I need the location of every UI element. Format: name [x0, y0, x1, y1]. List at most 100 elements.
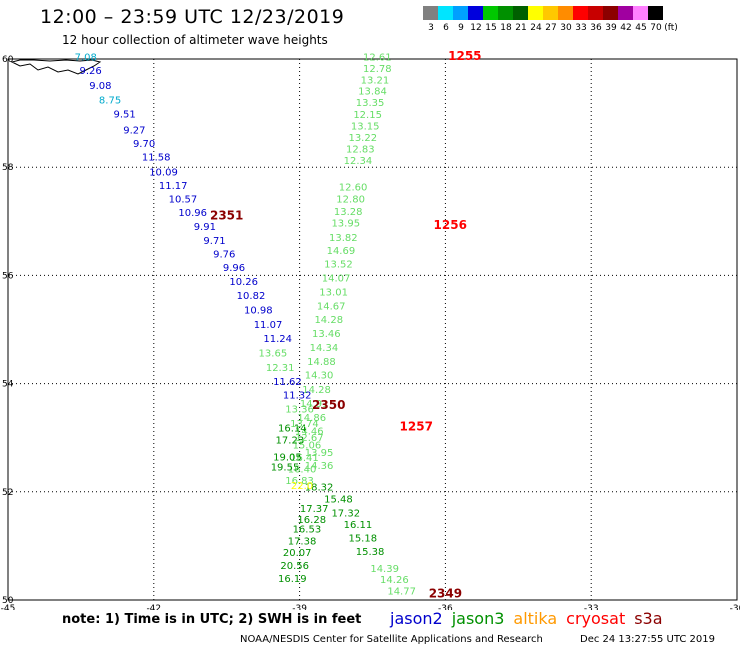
colorbar-label: 3 — [428, 23, 434, 33]
swh-value: 22.0 — [291, 481, 313, 492]
x-tick-label: -33 — [584, 604, 599, 610]
swh-value: 13.36 — [285, 404, 314, 415]
swh-value: 14.46 — [295, 426, 324, 437]
colorbar-label: 27 — [545, 23, 557, 33]
x-tick-label: -30 — [730, 604, 740, 610]
pass-time-label: 2349 — [429, 586, 462, 600]
swh-value: 14.39 — [370, 564, 399, 575]
colorbar-label: 24 — [530, 23, 542, 33]
y-tick-label: 56 — [2, 271, 14, 281]
colorbar-swatch — [528, 6, 543, 20]
swh-value: 13.35 — [356, 98, 385, 109]
swh-value: 9.96 — [223, 263, 245, 274]
colorbar-swatch — [498, 6, 513, 20]
swh-value: 12.67 — [295, 433, 324, 444]
swh-value: 12.61 — [363, 53, 392, 64]
swh-value: 12.34 — [344, 156, 373, 167]
swh-value: 11.32 — [283, 391, 312, 402]
swh-value: 14.07 — [322, 273, 351, 284]
x-tick-label: -45 — [1, 604, 16, 610]
swh-value: 17.38 — [288, 536, 317, 547]
colorbar-swatch — [438, 6, 453, 20]
swh-value: 12.60 — [339, 182, 368, 193]
colorbar-swatch — [468, 6, 483, 20]
colorbar-swatch — [453, 6, 468, 20]
swh-value: 15.06 — [293, 441, 322, 452]
satellite-jason3: jason3 — [451, 609, 505, 628]
colorbar-label: 33 — [575, 23, 587, 33]
wave-height-map: -45 -42 -39 -36 -33 -30 50 52 54 56 58 60 12.6112.78… — [1, 49, 740, 610]
swh-value: 11.58 — [142, 153, 171, 164]
y-tick-label: 50 — [2, 596, 14, 606]
swh-value: 16.28 — [297, 515, 326, 526]
footer-timestamp: Dec 24 13:27:55 UTC 2019 — [580, 634, 715, 645]
colorbar-swatch — [603, 6, 618, 20]
swh-value: 14.28 — [314, 315, 343, 326]
colorbar-swatch — [423, 6, 438, 20]
swh-value: 9.26 — [79, 66, 101, 77]
swh-value: 17.23 — [276, 436, 305, 447]
colorbar-label: 39 — [605, 23, 617, 33]
swh-value: 19.05 — [273, 452, 302, 463]
swh-value: 15.18 — [348, 534, 377, 545]
swh-value: 14.86 — [297, 413, 326, 424]
chart-title: 12:00 – 23:59 UTC 12/23/2019 — [40, 6, 345, 28]
swh-value: 14.26 — [380, 575, 409, 586]
y-tick-label: 58 — [2, 163, 14, 173]
colorbar-label: 15 — [485, 23, 497, 33]
pass-time-label: 1256 — [434, 218, 467, 232]
swh-value: 13.74 — [290, 419, 319, 430]
swh-value: 9.51 — [114, 109, 136, 120]
swh-value: 10.96 — [178, 208, 207, 219]
colorbar-label: 12 — [470, 23, 482, 33]
swh-value: 12.83 — [346, 145, 375, 156]
swh-value: 15.48 — [324, 495, 353, 506]
footer-credit: NOAA/NESDIS Center for Satellite Applica… — [240, 634, 543, 645]
swh-value: 13.22 — [348, 133, 377, 144]
satellite-legend: jason2 jason3 altika cryosat s3a — [390, 609, 672, 628]
swh-value: 10.82 — [237, 291, 266, 302]
swh-value: 17.37 — [300, 504, 329, 515]
pass-time-label: 1255 — [448, 49, 481, 63]
swh-value: 16.40 — [288, 464, 317, 475]
x-tick-label: -42 — [146, 604, 161, 610]
swh-value: 7.08 — [75, 53, 97, 64]
swh-value: 11.17 — [159, 181, 188, 192]
colorbar-swatch — [513, 6, 528, 20]
swh-value: 13.84 — [358, 87, 387, 98]
swh-value: 13.95 — [305, 448, 334, 459]
colorbar-swatch — [573, 6, 588, 20]
swh-value: 12.15 — [353, 110, 382, 121]
colorbar-swatch — [558, 6, 573, 20]
satellite-altika: altika — [513, 609, 558, 628]
colorbar-label: 42 — [620, 23, 632, 33]
swh-value: 14.67 — [317, 301, 346, 312]
swh-value: 16.83 — [285, 476, 314, 487]
swh-value: 12.80 — [336, 194, 365, 205]
colorbar-label: 6 — [443, 23, 449, 33]
chart-subtitle: 12 hour collection of altimeter wave hei… — [62, 33, 328, 47]
swh-value: 14.69 — [327, 246, 356, 257]
swh-value: 14.36 — [305, 461, 334, 472]
swh-value: 20.07 — [283, 548, 312, 559]
swh-value: 13.46 — [312, 329, 341, 340]
satellite-jason2: jason2 — [390, 609, 443, 628]
swh-value: 9.27 — [123, 126, 145, 137]
colorbar-swatch — [618, 6, 633, 20]
swh-value: 14.30 — [305, 371, 334, 382]
swh-value: 9.91 — [194, 222, 216, 233]
satellite-cryosat: cryosat — [566, 609, 626, 628]
swh-value: 9.76 — [213, 250, 235, 261]
swh-value: 10.57 — [169, 194, 198, 205]
swh-value: 14.91 — [300, 399, 329, 410]
x-tick-label: -39 — [292, 604, 307, 610]
colorbar-swatch — [633, 6, 648, 20]
swh-value: 17.32 — [331, 509, 360, 520]
swh-value: 13.28 — [334, 207, 363, 218]
y-tick-label: 54 — [2, 380, 14, 390]
swh-value: 15.38 — [356, 547, 385, 558]
swh-value: 8.75 — [99, 95, 121, 106]
swh-value: 9.70 — [133, 139, 155, 150]
pass-time-label: 1257 — [400, 420, 433, 434]
swh-value: 18.32 — [305, 483, 334, 494]
